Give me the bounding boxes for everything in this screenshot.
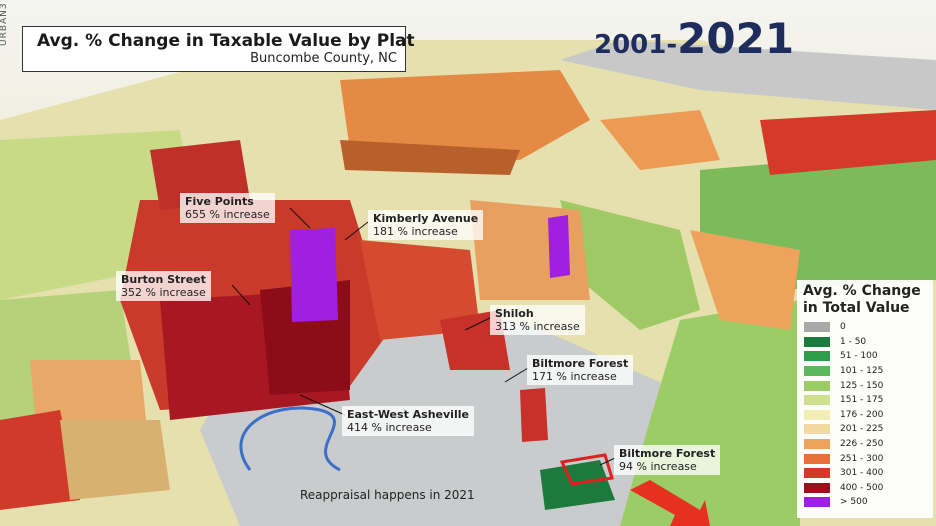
legend-swatch <box>804 424 830 435</box>
legend-item: 201 - 225 <box>797 422 933 437</box>
place-name: Burton Street <box>121 273 206 286</box>
leader <box>231 284 251 306</box>
leader <box>464 317 491 331</box>
annotation: Shiloh 313 % increase <box>490 305 585 335</box>
year-end: 2021 <box>677 14 795 63</box>
legend-item: > 500 <box>797 495 933 510</box>
leader <box>289 207 311 229</box>
legend-swatch <box>804 395 830 406</box>
years: 2001-2021 <box>594 14 794 63</box>
legend-swatch <box>804 366 830 377</box>
legend-label: 151 - 175 <box>840 395 884 406</box>
legend-swatch <box>804 409 830 420</box>
place-name: Five Points <box>185 195 254 208</box>
place-detail: 94 % increase <box>619 460 697 473</box>
place-detail: 414 % increase <box>347 421 432 434</box>
leader <box>344 221 369 241</box>
legend-swatch <box>804 497 830 508</box>
legend-swatch <box>804 351 830 362</box>
subtitle: Buncombe County, NC <box>250 51 397 66</box>
legend-label: 226 - 250 <box>840 439 884 450</box>
legend-swatch <box>804 439 830 450</box>
legend-title: Avg. % Change in Total Value <box>803 283 921 316</box>
legend-label: 0 <box>840 322 846 333</box>
legend-label: > 500 <box>840 497 868 508</box>
legend-label: 301 - 400 <box>840 468 884 479</box>
brand: URBAN3 <box>0 2 9 46</box>
legend-label: 51 - 100 <box>840 351 878 362</box>
place-name: Biltmore Forest <box>532 357 629 370</box>
note: Reappraisal happens in 2021 <box>300 488 475 502</box>
title: Avg. % Change in Taxable Value by Plat <box>37 31 415 51</box>
legend-item: 51 - 100 <box>797 349 933 364</box>
legend-swatch <box>804 322 830 333</box>
legend-label: 201 - 225 <box>840 424 884 435</box>
legend-label: 125 - 150 <box>840 380 884 391</box>
year-start: 2001- <box>594 30 678 60</box>
leader <box>299 394 346 416</box>
annotation: Five Points 655 % increase <box>180 193 275 223</box>
legend: Avg. % Change in Total Value 0 1 - 50 51 -… <box>797 280 933 518</box>
legend-item: 226 - 250 <box>797 437 933 452</box>
legend-item: 125 - 150 <box>797 378 933 393</box>
legend-swatch <box>804 380 830 391</box>
legend-label: 251 - 300 <box>840 453 884 464</box>
legend-label: 400 - 500 <box>840 482 884 493</box>
place-detail: 313 % increase <box>495 320 580 333</box>
legend-item: 301 - 400 <box>797 466 933 481</box>
legend-label: 1 - 50 <box>840 336 867 347</box>
title-box: Avg. % Change in Taxable Value by Plat B… <box>22 26 415 72</box>
legend-swatch <box>804 468 830 479</box>
legend-item: 1 - 50 <box>797 335 933 350</box>
legend-label: 176 - 200 <box>840 409 884 420</box>
place-name: East-West Asheville <box>347 408 469 421</box>
place-name: Kimberly Avenue <box>373 212 479 225</box>
place-detail: 655 % increase <box>185 208 270 221</box>
annotation: Biltmore Forest 171 % increase <box>527 355 634 385</box>
leader <box>504 367 529 383</box>
legend-item: 400 - 500 <box>797 481 933 496</box>
legend-item: 176 - 200 <box>797 408 933 423</box>
legend-item: 151 - 175 <box>797 393 933 408</box>
place-detail: 181 % increase <box>373 225 458 238</box>
legend-label: 101 - 125 <box>840 366 884 377</box>
legend-item: 101 - 125 <box>797 364 933 379</box>
legend-item: 251 - 300 <box>797 451 933 466</box>
leader <box>599 457 616 466</box>
place-detail: 352 % increase <box>121 286 206 299</box>
legend-items: 0 1 - 50 51 - 100 101 - 125 125 - 150 151 - 1… <box>797 320 933 510</box>
place-name: Shiloh <box>495 307 534 320</box>
place-detail: 171 % increase <box>532 370 617 383</box>
annotation: Biltmore Forest 94 % increase <box>614 445 721 475</box>
annotation: Kimberly Avenue 181 % increase <box>368 210 484 240</box>
legend-swatch <box>804 482 830 493</box>
place-name: Biltmore Forest <box>619 447 716 460</box>
annotation: East-West Asheville 414 % increase <box>342 406 474 436</box>
legend-item: 0 <box>797 320 933 335</box>
legend-swatch <box>804 336 830 347</box>
annotation: Burton Street 352 % increase <box>116 271 211 301</box>
legend-swatch <box>804 453 830 464</box>
